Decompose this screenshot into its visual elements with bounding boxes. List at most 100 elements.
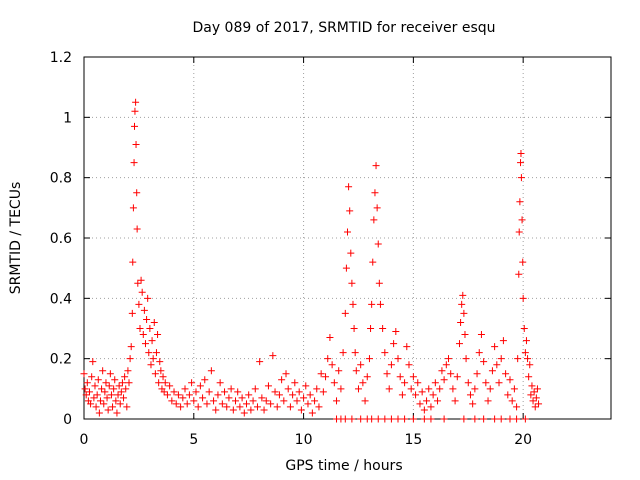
data-point [304,400,312,408]
data-point [431,379,439,387]
data-point [133,189,141,197]
data-point [457,318,465,326]
data-point [284,385,292,393]
data-point [132,98,140,106]
data-point [145,349,153,357]
data-point [513,403,521,411]
data-point [120,394,128,402]
data-point [369,258,377,266]
data-point [106,370,114,378]
data-point [80,370,88,378]
x-tick-label: 0 [80,432,89,448]
data-point [201,376,209,384]
data-point [295,388,303,396]
data-point [491,415,499,423]
data-point [440,376,448,384]
data-point [506,415,514,423]
data-point [484,397,492,405]
data-point [113,409,121,417]
data-point [249,397,257,405]
data-point [183,400,191,408]
data-point [98,385,106,393]
data-point [267,400,275,408]
data-point [445,355,453,363]
data-point [330,379,338,387]
data-point [129,258,137,266]
data-point [177,403,185,411]
data-point [181,385,189,393]
data-point [188,379,196,387]
y-tick-label: 0.4 [50,291,72,307]
data-point [289,391,297,399]
data-point [349,300,357,308]
data-point [297,406,305,414]
data-point [471,415,479,423]
data-point [232,397,240,405]
data-point [157,367,165,375]
data-point [347,249,355,257]
data-point [420,406,428,414]
data-point [93,391,101,399]
data-point [383,370,391,378]
data-point [401,379,409,387]
data-point [190,397,198,405]
data-point [493,361,501,369]
data-point [280,397,288,405]
x-tick-label: 20 [514,432,532,448]
data-point [528,382,536,390]
data-point [133,225,141,233]
data-point [466,391,474,399]
data-point [313,385,321,393]
data-point [114,391,122,399]
data-point [140,306,148,314]
data-point [420,415,428,423]
data-point [401,415,409,423]
data-point [447,370,455,378]
data-point [256,358,264,366]
data-point [515,270,523,278]
data-points [80,98,543,423]
data-point [328,361,336,369]
data-point [247,406,255,414]
data-point [442,361,450,369]
data-point [387,415,395,423]
data-point [434,397,442,405]
data-point [131,122,139,130]
y-tick-label: 0 [63,412,72,428]
data-point [149,355,157,363]
data-point [451,397,459,405]
data-point [339,349,347,357]
data-point [315,403,323,411]
data-point [475,349,483,357]
data-point [361,397,369,405]
data-point [116,400,124,408]
data-point [403,343,411,351]
data-point [132,140,140,148]
data-point [455,340,463,348]
data-point [251,385,259,393]
data-point [409,373,417,381]
data-point [85,388,93,396]
data-point [488,367,496,375]
data-point [92,403,100,411]
data-point [103,394,111,402]
data-point [460,415,468,423]
data-point [260,406,268,414]
data-point [429,391,437,399]
data-point [513,415,521,423]
data-point [105,382,113,390]
data-point [253,403,261,411]
data-point [471,385,479,393]
data-point [521,349,529,357]
data-point [151,370,159,378]
y-tick-label: 0.2 [50,352,72,368]
data-point [390,340,398,348]
data-point [240,409,248,417]
data-point [107,391,115,399]
data-point [517,174,525,182]
data-point [302,382,310,390]
data-point [392,328,400,336]
data-point [322,373,330,381]
data-point [242,400,250,408]
data-point [462,355,470,363]
